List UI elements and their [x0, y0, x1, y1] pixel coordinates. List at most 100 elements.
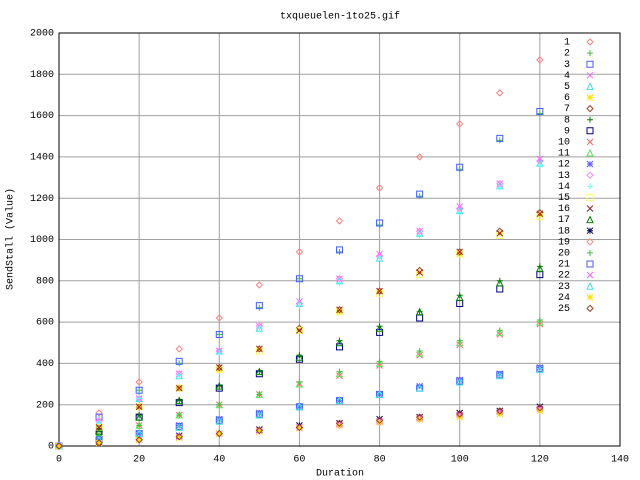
data-point [536, 107, 544, 115]
data-point [255, 426, 264, 435]
data-point [256, 428, 263, 435]
legend-marker [586, 104, 594, 113]
legend-label: 18 [558, 226, 570, 237]
data-point [496, 184, 503, 191]
data-point [375, 416, 384, 424]
data-point [496, 227, 504, 235]
data-point [376, 287, 383, 295]
data-point [255, 410, 264, 419]
y-tick-label: 1200 [30, 194, 54, 205]
x-tick-label: 100 [451, 455, 469, 466]
data-point [456, 410, 464, 418]
data-point [496, 407, 504, 415]
legend-label: 14 [558, 182, 570, 193]
data-point [376, 255, 383, 262]
data-point [135, 430, 143, 437]
data-point [415, 153, 424, 161]
legend-marker [586, 171, 594, 179]
legend-marker [586, 205, 594, 212]
legend-label: 11 [558, 149, 570, 160]
data-point [95, 439, 103, 447]
data-point [456, 163, 464, 171]
legend-marker [586, 238, 594, 246]
data-point [415, 384, 424, 392]
data-point [336, 279, 343, 286]
data-point [215, 366, 223, 373]
data-point [496, 407, 504, 415]
chart-title: txqueuelen-1to25.gif [280, 11, 400, 23]
legend-label: 9 [564, 126, 570, 137]
data-point [416, 415, 423, 423]
data-point [536, 210, 544, 218]
data-point [455, 338, 464, 347]
data-point [375, 324, 384, 332]
data-point [215, 314, 223, 322]
data-point [175, 345, 183, 353]
data-point [135, 378, 143, 386]
data-point [176, 412, 183, 419]
data-point [376, 358, 383, 365]
legend-label: 8 [564, 115, 570, 126]
data-point [95, 413, 103, 421]
data-point [215, 417, 224, 425]
y-tick-label: 400 [36, 359, 54, 370]
plot-border [58, 32, 621, 447]
data-point [416, 348, 423, 355]
data-point [136, 422, 143, 429]
y-tick-label: 1000 [30, 235, 54, 246]
legend-marker [586, 271, 594, 279]
data-point [55, 442, 63, 450]
data-point [135, 412, 143, 421]
data-point [536, 404, 544, 412]
legend-label: 24 [558, 293, 570, 304]
data-point [215, 364, 223, 371]
data-point [295, 379, 304, 388]
data-point [135, 403, 143, 411]
data-point [416, 232, 423, 239]
legend-marker [586, 193, 594, 201]
legend-label: 10 [558, 138, 570, 149]
data-point [496, 229, 504, 237]
legend-label: 1 [564, 38, 570, 49]
data-point [376, 219, 384, 227]
data-point [456, 209, 463, 216]
legend-label: 6 [564, 93, 570, 104]
data-point [536, 317, 544, 326]
legend-marker [586, 127, 594, 135]
legend-marker [586, 82, 594, 90]
data-point [255, 302, 263, 310]
data-point [335, 369, 344, 378]
data-point [376, 418, 383, 426]
data-point [215, 430, 223, 437]
data-point [536, 155, 544, 163]
data-point [175, 384, 183, 392]
data-point [376, 391, 383, 398]
data-point [216, 401, 223, 408]
legend-label: 16 [558, 204, 570, 215]
legend-label: 4 [564, 71, 570, 82]
data-point [456, 248, 464, 256]
data-point [455, 293, 464, 301]
x-tick-label: 20 [133, 455, 145, 466]
data-point [55, 442, 63, 450]
data-point [136, 395, 143, 402]
data-point [96, 420, 103, 427]
data-point [336, 421, 343, 429]
data-point [415, 413, 424, 421]
data-point [175, 434, 183, 442]
data-point [176, 360, 183, 367]
x-tick-label: 40 [213, 455, 225, 466]
legend-marker [586, 138, 594, 146]
data-point [536, 56, 544, 64]
legend-marker [586, 60, 594, 68]
legend-label: 17 [558, 215, 570, 226]
legend-marker [587, 116, 593, 123]
data-point [336, 306, 343, 314]
y-tick-label: 2000 [30, 29, 54, 40]
x-axis-label: Duration [316, 468, 364, 480]
data-point [295, 248, 304, 256]
legend-marker [586, 260, 594, 268]
legend-label: 22 [558, 271, 570, 282]
data-point [416, 269, 423, 276]
data-point [336, 308, 343, 316]
